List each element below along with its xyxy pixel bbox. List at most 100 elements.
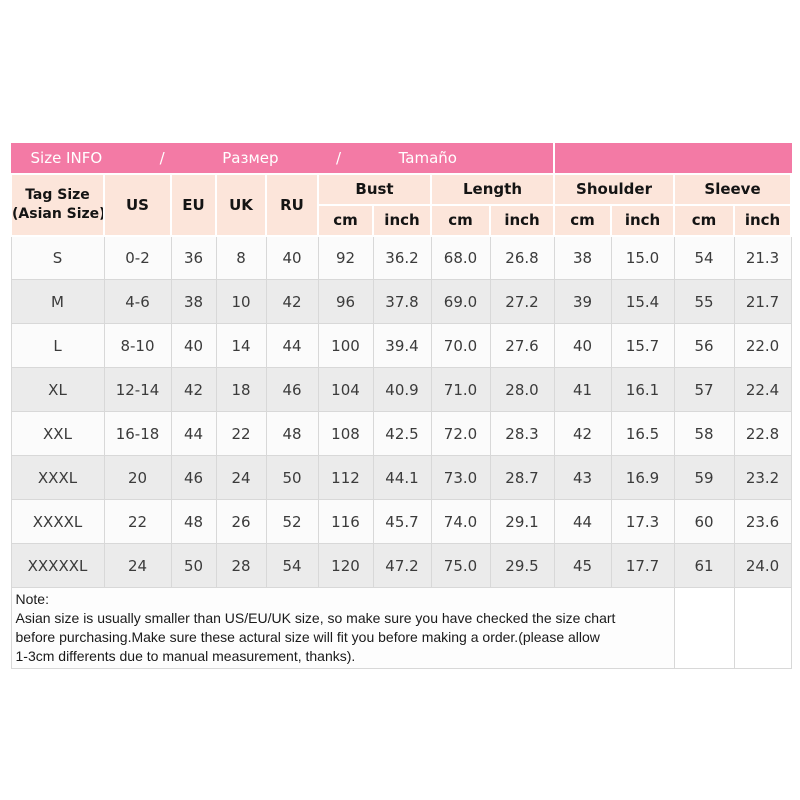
note-row: Note: Asian size is usually smaller than… xyxy=(10,587,792,669)
group-header-shoulder: Shoulder xyxy=(553,172,676,206)
cell-us: 4-6 xyxy=(103,279,172,324)
cell-shoulder-cm: 45 xyxy=(553,543,612,588)
cell-bust-inch: 47.2 xyxy=(372,543,432,588)
cell-length-cm: 72.0 xyxy=(430,411,491,456)
cell-sleeve-inch: 23.6 xyxy=(733,499,792,544)
cell-uk: 18 xyxy=(215,367,267,412)
cell-shoulder-inch: 17.3 xyxy=(610,499,675,544)
table-row-xxl: XXL 16-18 44 22 48 108 42.5 72.0 28.3 42… xyxy=(10,411,792,456)
cell-length-cm: 73.0 xyxy=(430,455,491,500)
cell-length-inch: 27.2 xyxy=(489,279,555,324)
cell-ru: 42 xyxy=(265,279,319,324)
cell-eu: 50 xyxy=(170,543,217,588)
cell-uk: 8 xyxy=(215,235,267,280)
cell-us: 24 xyxy=(103,543,172,588)
cell-sleeve-inch: 24.0 xyxy=(733,543,792,588)
unit-header-shoulder-cm: cm xyxy=(553,203,613,237)
cell-uk: 28 xyxy=(215,543,267,588)
cell-ru: 46 xyxy=(265,367,319,412)
cell-shoulder-inch: 15.0 xyxy=(610,235,675,280)
cell-eu: 38 xyxy=(170,279,217,324)
cell-length-inch: 28.0 xyxy=(489,367,555,412)
table-row-s: S 0-2 36 8 40 92 36.2 68.0 26.8 38 15.0 … xyxy=(10,235,792,280)
cell-bust-cm: 100 xyxy=(317,323,374,368)
cell-uk: 24 xyxy=(215,455,267,500)
cell-ru: 44 xyxy=(265,323,319,368)
cell-eu: 40 xyxy=(170,323,217,368)
cell-us: 0-2 xyxy=(103,235,172,280)
banner-label-es: Tamaño xyxy=(398,149,457,168)
banner-slash-2: / xyxy=(336,149,342,168)
banner-row: Size INFO / Размер / Tamaño xyxy=(10,143,792,174)
cell-length-cm: 75.0 xyxy=(430,543,491,588)
cell-eu: 42 xyxy=(170,367,217,412)
cell-length-inch: 26.8 xyxy=(489,235,555,280)
header-unit-row: cm inch cm inch cm inch cm inch xyxy=(11,203,793,237)
cell-sleeve-cm: 58 xyxy=(673,411,735,456)
cell-ru: 54 xyxy=(265,543,319,588)
cell-bust-cm: 96 xyxy=(317,279,374,324)
row-label: XL xyxy=(10,367,105,412)
cell-length-cm: 70.0 xyxy=(430,323,491,368)
cell-length-inch: 28.3 xyxy=(489,411,555,456)
cell-shoulder-inch: 15.7 xyxy=(610,323,675,368)
cell-uk: 10 xyxy=(215,279,267,324)
note-title: Note: xyxy=(15,591,49,607)
cell-sleeve-inch: 23.2 xyxy=(733,455,792,500)
cell-bust-inch: 40.9 xyxy=(372,367,432,412)
cell-bust-inch: 44.1 xyxy=(372,455,432,500)
cell-us: 16-18 xyxy=(103,411,172,456)
cell-eu: 48 xyxy=(170,499,217,544)
cell-uk: 22 xyxy=(215,411,267,456)
header-group-row: Tag Size (Asian Size) US EU UK RU Bust L… xyxy=(10,172,793,237)
cell-length-inch: 29.5 xyxy=(489,543,555,588)
cell-shoulder-inch: 17.7 xyxy=(610,543,675,588)
note-cell: Note: Asian size is usually smaller than… xyxy=(10,587,675,669)
cell-bust-cm: 92 xyxy=(317,235,374,280)
cell-sleeve-cm: 61 xyxy=(673,543,735,588)
empty-cell xyxy=(673,587,735,669)
unit-header-bust-cm: cm xyxy=(317,203,374,237)
cell-ru: 40 xyxy=(265,235,319,280)
table-row-m: M 4-6 38 10 42 96 37.8 69.0 27.2 39 15.4… xyxy=(10,279,792,324)
cell-us: 20 xyxy=(103,455,172,500)
cell-bust-cm: 116 xyxy=(317,499,374,544)
cell-length-cm: 69.0 xyxy=(430,279,491,324)
cell-us: 22 xyxy=(103,499,172,544)
unit-header-length-inch: inch xyxy=(488,203,556,237)
cell-eu: 36 xyxy=(170,235,217,280)
cell-uk: 26 xyxy=(215,499,267,544)
banner-text-group: Size INFO / Размер / Tamaño xyxy=(12,149,552,168)
empty-cell xyxy=(733,587,792,669)
cell-sleeve-inch: 22.4 xyxy=(733,367,792,412)
row-label: XXXL xyxy=(10,455,105,500)
cell-ru: 50 xyxy=(265,455,319,500)
cell-ru: 48 xyxy=(265,411,319,456)
size-info-banner: Size INFO / Размер / Tamaño xyxy=(10,143,556,174)
cell-bust-cm: 104 xyxy=(317,367,374,412)
cell-length-cm: 71.0 xyxy=(430,367,491,412)
col-header-tag-size: Tag Size (Asian Size) xyxy=(10,172,105,237)
cell-sleeve-cm: 60 xyxy=(673,499,735,544)
cell-eu: 44 xyxy=(170,411,217,456)
note-body: Asian size is usually smaller than US/EU… xyxy=(15,610,616,664)
cell-bust-cm: 108 xyxy=(317,411,374,456)
cell-shoulder-inch: 15.4 xyxy=(610,279,675,324)
col-header-eu: EU xyxy=(170,172,217,237)
cell-us: 12-14 xyxy=(103,367,172,412)
unit-header-shoulder-inch: inch xyxy=(610,203,676,237)
size-chart-table: Size INFO / Размер / Tamaño Tag Size (As… xyxy=(10,143,793,669)
table-row-xxxl: XXXL 20 46 24 50 112 44.1 73.0 28.7 43 1… xyxy=(10,455,792,500)
cell-sleeve-inch: 22.0 xyxy=(733,323,792,368)
unit-header-sleeve-inch: inch xyxy=(733,203,793,237)
tag-size-line1: Tag Size xyxy=(25,187,90,204)
cell-shoulder-cm: 39 xyxy=(553,279,612,324)
banner-right-spacer xyxy=(553,143,792,174)
cell-bust-inch: 45.7 xyxy=(372,499,432,544)
cell-sleeve-cm: 59 xyxy=(673,455,735,500)
cell-shoulder-inch: 16.1 xyxy=(610,367,675,412)
cell-shoulder-inch: 16.9 xyxy=(610,455,675,500)
banner-slash-1: / xyxy=(159,149,165,168)
cell-bust-inch: 42.5 xyxy=(372,411,432,456)
cell-bust-cm: 112 xyxy=(317,455,374,500)
